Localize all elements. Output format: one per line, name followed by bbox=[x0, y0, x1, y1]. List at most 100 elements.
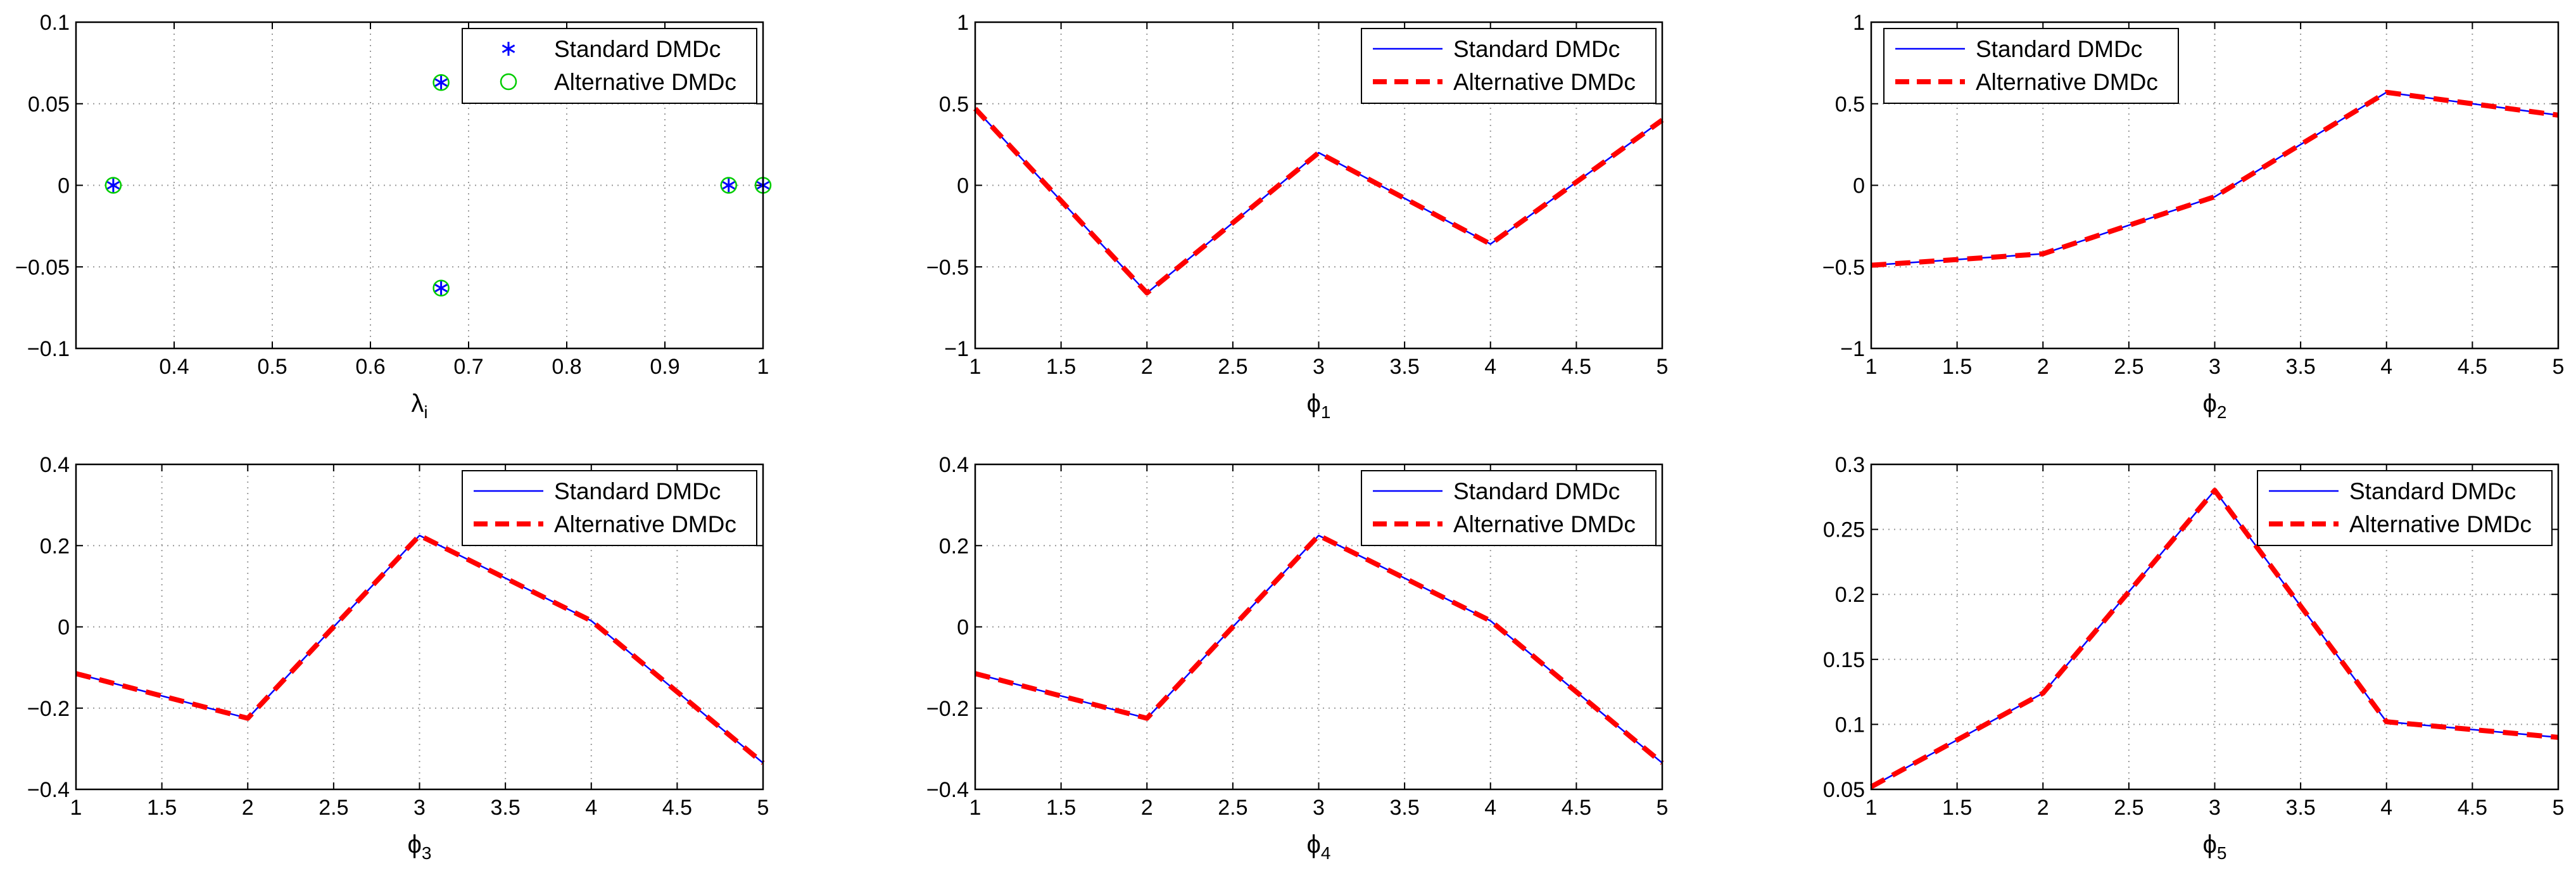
legend-label: Alternative DMDc bbox=[554, 511, 736, 537]
legend-item: Standard DMDc bbox=[1373, 36, 1620, 62]
x-axis-label-subscript: 1 bbox=[1321, 402, 1331, 422]
y-tick-label: 0.05 bbox=[28, 92, 70, 117]
legend-label: Standard DMDc bbox=[554, 36, 721, 62]
x-tick-label: 5 bbox=[757, 796, 769, 820]
x-axis-label-subscript: 2 bbox=[2217, 402, 2227, 422]
legend-label: Alternative DMDc bbox=[1453, 69, 1636, 95]
legend-label: Alternative DMDc bbox=[554, 69, 736, 95]
x-tick-label: 5 bbox=[2553, 796, 2565, 820]
legend-item: Standard DMDc bbox=[502, 36, 721, 62]
legend-swatch bbox=[502, 42, 515, 56]
asterisk-stroke bbox=[106, 181, 120, 190]
y-tick-label: 0.5 bbox=[1835, 92, 1865, 117]
x-axis-label: ϕ2 bbox=[2203, 390, 2227, 422]
x-tick-label: 3.5 bbox=[2285, 796, 2315, 820]
y-tick-label: 0.25 bbox=[1823, 518, 1865, 542]
legend: Standard DMDc Alternative DMDc bbox=[462, 470, 757, 546]
x-axis-label-symbol: ϕ bbox=[1307, 390, 1321, 417]
legend-label: Standard DMDc bbox=[1453, 478, 1620, 504]
x-axis-label-subscript: i bbox=[424, 402, 427, 422]
axes-frame bbox=[1870, 21, 2560, 350]
legend-item: Alternative DMDc bbox=[500, 69, 736, 95]
y-tick-label: −0.2 bbox=[926, 697, 969, 721]
x-tick-label: 2.5 bbox=[319, 796, 348, 820]
legend-label: Alternative DMDc bbox=[1453, 511, 1636, 537]
x-tick-label: 4 bbox=[2380, 796, 2392, 820]
data-point-asterisk bbox=[434, 75, 448, 90]
x-tick-label: 4.5 bbox=[1562, 796, 1591, 820]
data-point-circle bbox=[720, 177, 737, 194]
x-tick-label: 0.5 bbox=[257, 355, 287, 379]
x-tick-label: 4.5 bbox=[2458, 355, 2487, 379]
x-tick-label: 0.8 bbox=[552, 355, 581, 379]
y-tick-label: 0 bbox=[58, 174, 70, 198]
legend-item: Alternative DMDc bbox=[2269, 511, 2532, 537]
y-tick-label: −0.2 bbox=[27, 697, 70, 721]
x-tick-label: 4.5 bbox=[1562, 355, 1591, 379]
legend-box bbox=[2257, 470, 2553, 546]
x-tick-label: 4.5 bbox=[662, 796, 692, 820]
y-tick-label: 0.1 bbox=[40, 11, 70, 35]
grid bbox=[76, 22, 763, 348]
x-axis-label-symbol: ϕ bbox=[2203, 831, 2217, 858]
x-tick-label: 3.5 bbox=[2285, 355, 2315, 379]
x-tick-label: 0.6 bbox=[355, 355, 385, 379]
legend: Standard DMDc Alternative DMDc bbox=[1361, 470, 1657, 546]
x-tick-label: 1 bbox=[70, 796, 82, 820]
x-tick-label: 1 bbox=[969, 355, 982, 379]
x-tick-label: 2 bbox=[242, 796, 254, 820]
y-tick-label: −0.1 bbox=[27, 337, 70, 361]
y-tick-label: 0.05 bbox=[1823, 778, 1865, 802]
x-tick-label: 4.5 bbox=[2458, 796, 2487, 820]
y-tick-label: −0.4 bbox=[926, 778, 969, 802]
y-tick-label: 0.2 bbox=[939, 534, 969, 558]
y-tick-label: −1 bbox=[944, 337, 969, 361]
x-axis-label-symbol: ϕ bbox=[1307, 831, 1321, 858]
x-tick-label: 2 bbox=[1141, 796, 1153, 820]
legend-label: Alternative DMDc bbox=[1976, 69, 2158, 95]
x-axis-label-subscript: 4 bbox=[1321, 843, 1331, 863]
y-tick-label: 0 bbox=[957, 616, 969, 640]
x-tick-label: 3 bbox=[1313, 355, 1325, 379]
axes-frame bbox=[974, 463, 1664, 791]
axes-frame bbox=[1870, 463, 2560, 791]
x-tick-label: 2.5 bbox=[1218, 796, 1247, 820]
y-tick-label: 0.3 bbox=[1835, 453, 1865, 477]
legend: Standard DMDc Alternative DMDc bbox=[1883, 28, 2179, 104]
legend-item: Alternative DMDc bbox=[1373, 69, 1636, 95]
axes-frame bbox=[75, 463, 764, 791]
chart-phi5: 1 1.5 2 2.5 3 3.5 4 4.5 50.050.10.150.20.250.3ϕ5… bbox=[1823, 453, 2565, 863]
y-tick-label: −0.4 bbox=[27, 778, 70, 802]
data-point-circle bbox=[432, 279, 450, 296]
x-tick-label: 2.5 bbox=[1218, 355, 1247, 379]
x-axis-label: λi bbox=[411, 390, 427, 422]
x-tick-label: 5 bbox=[1657, 796, 1669, 820]
legend-label: Alternative DMDc bbox=[2349, 511, 2532, 537]
chart-phi3: 1 1.5 2 2.5 3 3.5 4 4.5 5−0.4−0.200.20.4ϕ3Standa… bbox=[27, 453, 769, 863]
legend-label: Standard DMDc bbox=[1976, 36, 2142, 62]
legend: Standard DMDc Alternative DMDc bbox=[462, 28, 757, 104]
x-tick-label: 1 bbox=[1866, 355, 1878, 379]
legend-box bbox=[1361, 28, 1657, 104]
x-tick-label: 3.5 bbox=[1389, 355, 1419, 379]
x-tick-label: 1 bbox=[1866, 796, 1878, 820]
y-tick-label: 0.15 bbox=[1823, 648, 1865, 672]
x-tick-label: 2 bbox=[2037, 355, 2049, 379]
legend: Standard DMDc Alternative DMDc bbox=[2257, 470, 2553, 546]
axes-frame bbox=[75, 21, 764, 350]
asterisk-stroke bbox=[434, 78, 448, 87]
x-tick-label: 3 bbox=[414, 796, 426, 820]
series-line bbox=[1871, 89, 2559, 268]
grid bbox=[975, 464, 1662, 789]
x-tick-label: 2 bbox=[1141, 355, 1153, 379]
x-axis-label: ϕ5 bbox=[2203, 831, 2227, 863]
y-tick-label: 0.2 bbox=[40, 534, 70, 558]
legend-label: Standard DMDc bbox=[2349, 478, 2516, 504]
legend-item: Alternative DMDc bbox=[474, 511, 736, 537]
legend-box bbox=[462, 470, 757, 546]
y-tick-label: 1 bbox=[957, 11, 969, 35]
y-tick-label: 0 bbox=[957, 174, 969, 198]
